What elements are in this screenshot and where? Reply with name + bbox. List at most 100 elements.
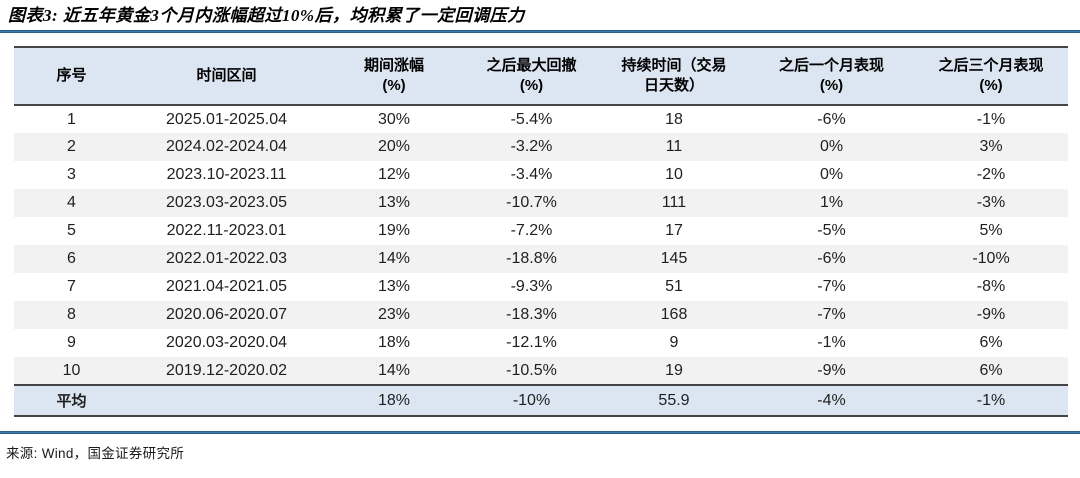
table-cell: 51 [665,278,683,295]
table-cell: -7.2% [510,222,553,239]
table-header-row: 序号 时间区间 期间涨幅 (%) 之后最大回撤 (%) 持续时间（交易 日天数） 之后一个月表现… [14,47,1068,105]
table-cell: -9.3% [510,278,553,295]
table-cell: -4% [817,391,846,409]
table-cell: 10 [665,166,683,183]
table-cell: 3 [67,166,76,183]
table-cell: 18% [377,334,411,351]
table-cell: -3.2% [510,138,553,155]
table-row: 5 2022.11-2023.01 19% -7.2% 17 -5% 5% [14,217,1068,245]
table-cell: 2019.12-2020.02 [166,361,287,379]
table-cell: 6 [67,250,76,267]
table-cell: 18% [377,391,411,409]
table-cell: 6% [979,361,1003,379]
table-row: 2 2024.02-2024.04 20% -3.2% 11 0% 3% [14,133,1068,161]
accent-rule-top [0,30,1080,33]
table-cell: -2% [976,166,1006,183]
table-cell: 6% [979,334,1003,351]
table-cell: 9 [669,334,679,351]
table-cell: 2020.03-2020.04 [166,334,287,351]
table-row: 7 2021.04-2021.05 13% -9.3% 51 -7% -8% [14,273,1068,301]
table-cell: -9% [976,306,1006,323]
table-cell: 2021.04-2021.05 [166,278,287,295]
table-cell: 3% [979,138,1003,155]
table-cell: 5 [67,222,76,239]
table-cell: -9% [817,361,846,379]
table-cell: 2 [67,138,76,155]
column-header: 之后最大回撤 (%) [486,57,577,94]
table-row: 8 2020.06-2020.07 23% -18.3% 168 -7% -9% [14,301,1068,329]
table-row: 1 2025.01-2025.04 30% -5.4% 18 -6% -1% [14,105,1068,133]
table-cell: 14% [377,361,411,379]
table-cell: 20% [377,138,411,155]
table-cell: 4 [67,194,76,211]
table-cell: -6% [817,110,846,128]
table-cell: 2025.01-2025.04 [166,110,287,128]
column-header: 之后三个月表现 (%) [938,57,1044,94]
table-cell: 55.9 [658,391,690,409]
table-cell: 9 [67,334,76,351]
table-cell: 13% [377,194,411,211]
data-table: 序号 时间区间 期间涨幅 (%) 之后最大回撤 (%) 持续时间（交易 日天数） 之后一个月表现… [14,46,1068,417]
table-cell: -10% [972,250,1010,267]
table-cell: -1% [976,391,1006,409]
table-cell: -12.1% [506,334,557,351]
column-header: 期间涨幅 (%) [363,57,424,94]
table-cell: 111 [661,194,687,211]
table-cell: 1 [67,110,76,128]
table-cell: 11 [665,138,683,155]
table-cell: -18.3% [506,306,557,323]
table-cell: -1% [976,110,1006,128]
source-note: 来源: Wind，国金证券研究所 [6,446,185,461]
table-cell: 19% [377,222,411,239]
table-cell: -7% [817,278,846,295]
table-row: 9 2020.03-2020.04 18% -12.1% 9 -1% 6% [14,329,1068,357]
table-cell: 2020.06-2020.07 [166,306,287,323]
table-cell: -1% [817,334,846,351]
table-cell: 2023.10-2023.11 [166,166,287,183]
table-cell: 13% [377,278,411,295]
table-cell: 1% [819,194,844,211]
table-cell: -5.4% [510,110,553,128]
table-cell: -10% [512,391,551,409]
table-cell: 12% [377,166,411,183]
table-cell: 10 [62,361,81,379]
column-header: 序号 [56,67,87,84]
column-header: 时间区间 [196,67,257,84]
accent-rule-bottom [0,431,1080,434]
table-cell: 17 [665,222,683,239]
table-cell: -5% [817,222,846,239]
table-row: 6 2022.01-2022.03 14% -18.8% 145 -6% -10% [14,245,1068,273]
table-body: 1 2025.01-2025.04 30% -5.4% 18 -6% -1% 2 2024.02… [14,105,1068,416]
table-cell: -7% [817,306,846,323]
table-cell: 7 [67,278,76,295]
table-cell: 18 [665,110,683,128]
table-cell: 2024.02-2024.04 [166,138,287,155]
table-cell: 2022.11-2023.01 [166,222,287,239]
table-cell: 2023.03-2023.05 [166,194,287,211]
table-cell: 0% [819,138,844,155]
table-cell: -18.8% [506,250,557,267]
table-cell: -10.7% [506,194,557,211]
table-cell: -10.5% [506,361,557,379]
table-row: 4 2023.03-2023.05 13% -10.7% 111 1% -3% [14,189,1068,217]
table-row: 3 2023.10-2023.11 12% -3.4% 10 0% -2% [14,161,1068,189]
table-cell: 2022.01-2022.03 [166,250,287,267]
table-cell: 30% [377,110,411,128]
average-row: 平均 18% -10% 55.9 -4% -1% [14,385,1068,416]
table-cell: -8% [976,278,1006,295]
table-cell: 0% [819,166,844,183]
table-cell: 5% [979,222,1003,239]
table-cell: 14% [377,250,411,267]
table-cell: 168 [660,306,688,323]
table-row: 10 2019.12-2020.02 14% -10.5% 19 -9% 6% [14,357,1068,385]
table-cell: 8 [67,306,76,323]
table-cell: 19 [665,361,683,379]
table-cell: 145 [660,250,688,267]
average-label: 平均 [56,393,87,410]
table-cell: -6% [817,250,846,267]
table-cell: -3.4% [510,166,553,183]
table-cell [129,385,324,416]
column-header: 之后一个月表现 (%) [778,57,884,94]
column-header: 持续时间（交易 日天数） [621,57,727,94]
table-cell: -3% [976,194,1006,211]
